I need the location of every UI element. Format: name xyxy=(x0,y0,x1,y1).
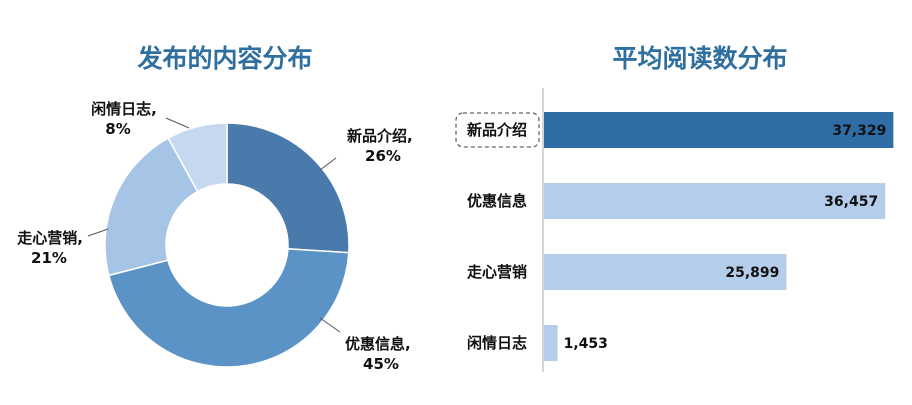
slice-percent-label: 21% xyxy=(31,249,67,267)
bar-value-label: 1,453 xyxy=(564,336,608,352)
slice-name-label: 闲情日志, xyxy=(91,100,157,118)
bar-category-label: 新品介绍 xyxy=(467,121,527,139)
bar-chart: 新品介绍 37,329 优惠信息 36,457 走心营销 25,899 闲情日志 1,453 xyxy=(455,112,894,361)
bar-value-label: 25,899 xyxy=(725,265,779,281)
bar xyxy=(544,325,558,361)
bar-chart-title: 平均阅读数分布 xyxy=(612,44,787,73)
bar-value-label: 37,329 xyxy=(832,123,886,139)
slice-name-label: 新品介绍, xyxy=(347,127,413,145)
slice-percent-label: 8% xyxy=(105,120,130,138)
leader-line xyxy=(87,228,109,237)
slice-name-label: 走心营销, xyxy=(17,229,83,247)
bar-category-label: 走心营销 xyxy=(467,263,527,281)
bar xyxy=(544,112,894,148)
slice-percent-label: 45% xyxy=(363,355,399,373)
leader-line xyxy=(319,317,341,333)
bar-category-label: 优惠信息 xyxy=(467,192,527,210)
slice-percent-label: 26% xyxy=(365,147,401,165)
donut-slice xyxy=(107,248,350,368)
leader-line xyxy=(165,117,190,129)
slice-name-label: 优惠信息, xyxy=(345,335,411,353)
leader-line xyxy=(319,157,337,171)
donut-labels: 新品介绍, 26% 优惠信息, 45% 走心营销, 21% 闲情日志, 8% xyxy=(17,100,412,373)
donut-chart-title: 发布的内容分布 xyxy=(136,44,312,73)
bar xyxy=(544,254,787,290)
donut-slice xyxy=(226,122,350,254)
bar xyxy=(544,183,886,219)
bar-value-label: 36,457 xyxy=(824,194,878,210)
bar-category-label: 闲情日志 xyxy=(467,334,527,352)
donut-chart xyxy=(104,122,350,368)
donut-slice xyxy=(167,122,228,193)
